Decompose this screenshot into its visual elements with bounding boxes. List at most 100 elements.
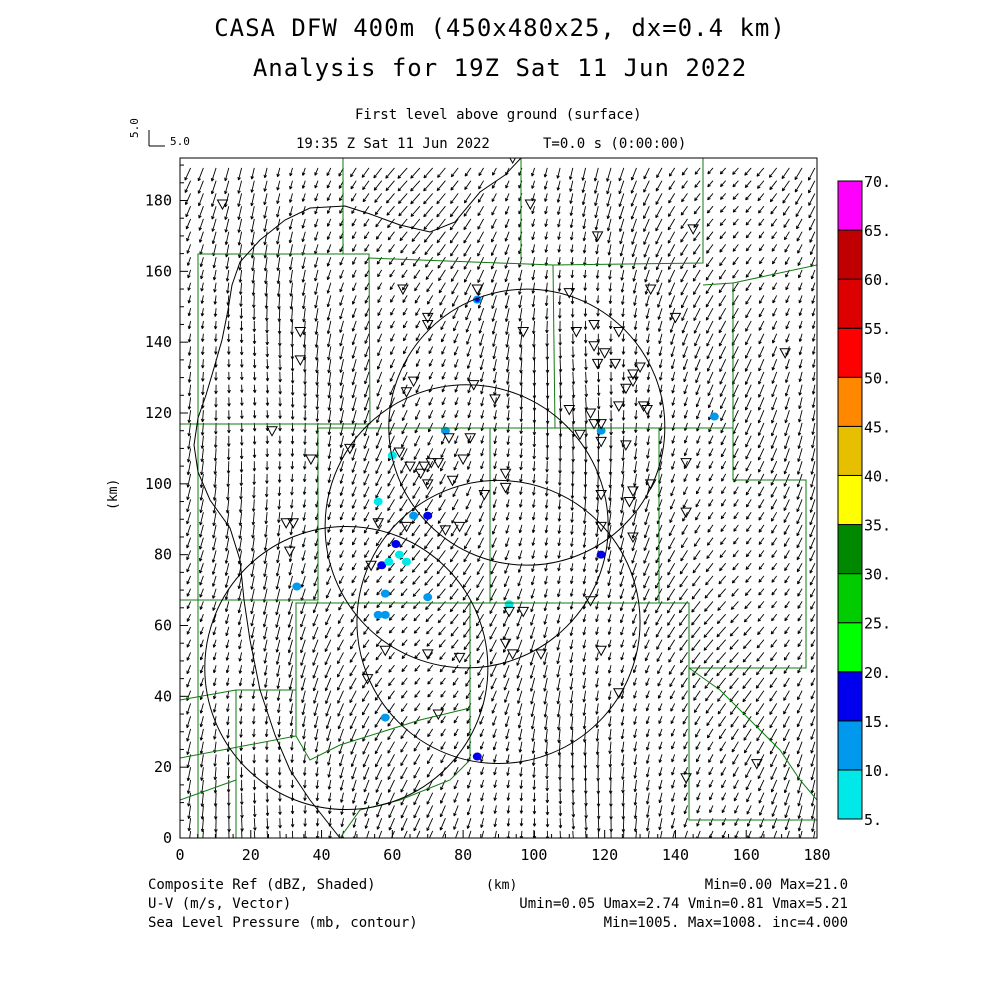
- y-tick-label: 40: [154, 687, 172, 705]
- station-marker: [407, 376, 420, 388]
- valid-time: 19:35 Z Sat 11 Jun 2022: [296, 136, 490, 152]
- colorbar-label: 20.: [864, 664, 891, 682]
- y-tick-label: 180: [145, 192, 172, 210]
- y-tick-label: 60: [154, 617, 172, 635]
- radar-ring: [204, 525, 489, 811]
- station-marker: [612, 401, 625, 412]
- station-marker: [641, 404, 653, 416]
- station-marker: [680, 773, 692, 784]
- station-marker: [574, 429, 586, 441]
- station-marker: [421, 479, 434, 490]
- station-marker: [457, 454, 469, 466]
- station-marker: [595, 521, 607, 533]
- station-marker: [418, 461, 431, 473]
- station-marker: [294, 355, 307, 366]
- station-marker: [421, 319, 434, 331]
- station-marker: [517, 327, 530, 338]
- footer-right-3: Min=1005. Max=1008. inc=4.000: [603, 915, 848, 931]
- plot-area: [180, 158, 817, 838]
- x-tick-label: 80: [454, 846, 472, 864]
- county-boundaries: [180, 158, 817, 838]
- colorbar-label: 60.: [864, 271, 891, 289]
- colorbar-segment: [837, 720, 863, 771]
- echo-blob: [373, 497, 383, 506]
- station-marker: [397, 284, 409, 296]
- echo-blob: [394, 550, 404, 559]
- station-marker: [750, 759, 763, 770]
- y-tick-label: 160: [145, 262, 172, 280]
- station-marker: [588, 419, 600, 430]
- echo-blob: [384, 557, 394, 566]
- station-marker: [627, 486, 639, 497]
- station-marker: [425, 458, 438, 469]
- station-marker: [563, 404, 576, 416]
- station-marker: [563, 288, 576, 299]
- station-marker: [584, 408, 597, 420]
- x-tick-label: 60: [383, 846, 401, 864]
- station-marker: [598, 348, 611, 359]
- station-marker: [609, 358, 622, 370]
- station-marker: [467, 380, 480, 391]
- echo-blob: [292, 582, 302, 591]
- station-marker: [588, 341, 600, 352]
- station-marker: [453, 652, 466, 664]
- station-marker: [612, 327, 625, 338]
- station-marker: [623, 497, 636, 508]
- station-marker: [414, 468, 427, 480]
- radar-ring: [356, 479, 641, 765]
- colorbar-label: 5.: [864, 811, 882, 829]
- colorbar-segment: [837, 229, 863, 280]
- x-axis-label: (km): [486, 878, 518, 893]
- station-marker: [591, 358, 604, 370]
- station-marker: [294, 327, 307, 338]
- station-marker: [443, 433, 455, 444]
- station-marker: [627, 369, 639, 381]
- echo-core: [379, 563, 385, 568]
- footer-left-3: Sea Level Pressure (mb, contour): [148, 915, 418, 931]
- observation-stations: [216, 158, 791, 784]
- station-marker: [627, 376, 639, 388]
- x-tick-label: 0: [175, 846, 184, 864]
- y-tick-label: 120: [145, 404, 172, 422]
- station-marker: [680, 507, 692, 519]
- level-subtitle: First level above ground (surface): [355, 107, 642, 123]
- wind-vector-field: [184, 167, 816, 838]
- station-marker: [344, 443, 356, 455]
- station-marker: [489, 394, 501, 405]
- echo-core: [474, 754, 480, 759]
- station-marker: [612, 688, 625, 699]
- radar-range-rings: [204, 288, 666, 811]
- radar-ring: [388, 288, 666, 566]
- colorbar-label: 10.: [864, 762, 891, 780]
- station-marker: [584, 596, 597, 607]
- station-marker: [365, 560, 377, 572]
- station-marker: [644, 284, 657, 296]
- station-marker: [400, 521, 413, 533]
- station-marker: [453, 521, 466, 533]
- colorbar-label: 70.: [864, 173, 891, 191]
- echo-blob: [709, 412, 719, 421]
- station-marker: [620, 440, 632, 451]
- station-marker: [421, 649, 434, 660]
- station-marker: [634, 362, 646, 373]
- echo-blob: [373, 610, 383, 619]
- station-marker: [588, 319, 600, 331]
- station-marker: [687, 224, 699, 235]
- station-marker: [283, 546, 296, 558]
- x-tick-label: 140: [662, 846, 689, 864]
- colorbar-segment: [837, 327, 863, 378]
- station-marker: [400, 387, 413, 398]
- echo-blob: [387, 451, 397, 460]
- station-marker: [627, 532, 639, 543]
- echo-blob: [380, 713, 390, 722]
- title-line-1: CASA DFW 400m (450x480x25, dx=0.4 km): [214, 14, 786, 42]
- station-marker: [779, 348, 791, 359]
- colorbar-label: 50.: [864, 369, 891, 387]
- x-tick-label: 100: [520, 846, 547, 864]
- colorbar-segment: [837, 180, 863, 231]
- station-marker: [499, 468, 512, 480]
- colorbar-segment: [837, 376, 863, 427]
- time-step: T=0.0 s (0:00:00): [543, 136, 687, 152]
- colorbar-segment: [837, 671, 863, 722]
- station-marker: [620, 383, 632, 395]
